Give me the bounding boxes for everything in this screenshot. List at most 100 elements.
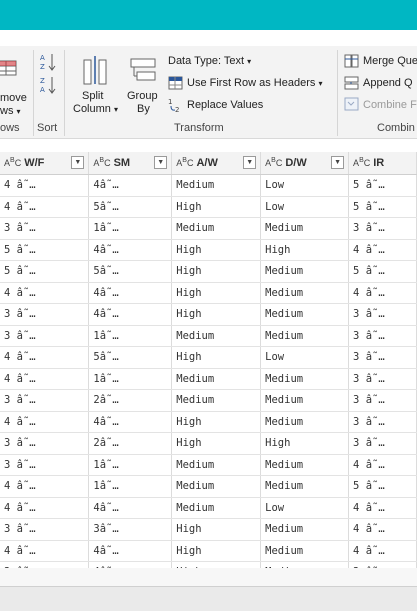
table-cell[interactable]: 5â˜… xyxy=(88,196,173,218)
first-row-headers-icon[interactable] xyxy=(168,76,183,90)
text-type-icon[interactable]: ABC xyxy=(176,157,194,168)
table-cell[interactable]: 3 â˜… xyxy=(0,389,90,412)
table-cell[interactable]: Medium xyxy=(260,518,350,541)
table-cell[interactable]: Medium xyxy=(171,368,262,390)
column-header-0[interactable]: ABC W/F ▼ xyxy=(0,152,90,175)
append-queries-icon[interactable] xyxy=(344,76,359,90)
text-type-icon[interactable]: ABC xyxy=(93,157,111,168)
table-cell[interactable]: 4 â˜… xyxy=(348,239,417,261)
table-cell[interactable]: High xyxy=(171,196,262,218)
table-cell[interactable]: Medium xyxy=(260,282,350,304)
table-cell[interactable]: Low xyxy=(260,497,350,519)
table-cell[interactable]: 3 â˜… xyxy=(348,561,417,568)
table-cell[interactable]: 4 â˜… xyxy=(348,497,417,519)
column-header-3[interactable]: ABC D/W ▼ xyxy=(260,152,350,175)
table-cell[interactable]: 4 â˜… xyxy=(0,540,90,562)
merge-queries-icon[interactable] xyxy=(344,54,359,68)
table-cell[interactable]: Medium xyxy=(260,389,350,412)
table-cell[interactable]: Medium xyxy=(260,368,350,390)
table-cell[interactable]: 3 â˜… xyxy=(348,346,417,369)
table-cell[interactable]: Medium xyxy=(171,325,262,347)
table-cell[interactable]: 4 â˜… xyxy=(0,368,90,390)
table-cell[interactable]: Medium xyxy=(260,475,350,498)
merge-queries-button[interactable]: Merge Que xyxy=(363,55,417,67)
table-cell[interactable]: High xyxy=(171,561,262,568)
table-cell[interactable]: High xyxy=(171,540,262,562)
table-cell[interactable]: 4â˜… xyxy=(88,239,173,261)
table-cell[interactable]: 4 â˜… xyxy=(348,518,417,541)
table-cell[interactable]: 3 â˜… xyxy=(348,389,417,412)
split-column-label-1[interactable]: Split xyxy=(82,90,104,102)
table-cell[interactable]: Low xyxy=(260,174,350,197)
table-cell[interactable]: 4 â˜… xyxy=(348,282,417,304)
table-cell[interactable]: Medium xyxy=(171,454,262,476)
combine-files-icon[interactable] xyxy=(344,97,359,111)
table-cell[interactable]: 1â˜… xyxy=(88,454,173,476)
table-cell[interactable]: 4 â˜… xyxy=(0,196,90,218)
table-cell[interactable]: Medium xyxy=(260,540,350,562)
table-cell[interactable]: 5 â˜… xyxy=(348,475,417,498)
table-cell[interactable]: 1â˜… xyxy=(88,325,173,347)
table-cell[interactable]: Medium xyxy=(171,389,262,412)
table-cell[interactable]: 4â˜… xyxy=(88,282,173,304)
table-cell[interactable]: 5 â˜… xyxy=(348,260,417,283)
table-cell[interactable]: 1â˜… xyxy=(88,217,173,240)
sort-descending-icon[interactable]: Z A xyxy=(39,75,57,95)
group-by-label-1[interactable]: Group xyxy=(127,90,158,102)
table-cell[interactable]: 5 â˜… xyxy=(348,196,417,218)
append-queries-button[interactable]: Append Q xyxy=(363,77,413,89)
data-type-dropdown[interactable]: Data Type: Text ▾ xyxy=(168,55,252,67)
table-cell[interactable]: Medium xyxy=(260,411,350,433)
table-cell[interactable]: Medium xyxy=(260,303,350,326)
table-cell[interactable]: 4â˜… xyxy=(88,497,173,519)
table-cell[interactable]: Medium xyxy=(260,454,350,476)
table-cell[interactable]: Low xyxy=(260,196,350,218)
table-cell[interactable]: 3 â˜… xyxy=(348,411,417,433)
table-cell[interactable]: 4 â˜… xyxy=(348,454,417,476)
table-cell[interactable]: 4 â˜… xyxy=(0,475,90,498)
column-header-1[interactable]: ABC SM ▼ xyxy=(88,152,173,175)
table-cell[interactable]: High xyxy=(260,432,350,455)
table-cell[interactable]: High xyxy=(171,411,262,433)
table-cell[interactable]: 4 â˜… xyxy=(0,411,90,433)
table-cell[interactable]: High xyxy=(171,518,262,541)
table-cell[interactable]: Medium xyxy=(171,475,262,498)
table-cell[interactable]: Low xyxy=(260,346,350,369)
table-cell[interactable]: 3 â˜… xyxy=(0,217,90,240)
first-row-headers-button[interactable]: Use First Row as Headers ▾ xyxy=(187,77,323,89)
remove-rows-label-2[interactable]: ws ▾ xyxy=(0,105,21,117)
replace-values-button[interactable]: Replace Values xyxy=(187,99,264,111)
table-cell[interactable]: 3 â˜… xyxy=(348,217,417,240)
filter-dropdown-icon[interactable]: ▼ xyxy=(243,156,257,169)
table-cell[interactable]: Medium xyxy=(171,217,262,240)
table-cell[interactable]: High xyxy=(260,239,350,261)
table-cell[interactable]: 4â˜… xyxy=(88,561,173,568)
remove-rows-label-1[interactable]: move xyxy=(0,92,27,104)
text-type-icon[interactable]: ABC xyxy=(4,157,22,168)
text-type-icon[interactable]: ABC xyxy=(265,157,283,168)
table-cell[interactable]: 4 â˜… xyxy=(0,282,90,304)
horizontal-scrollbar[interactable] xyxy=(0,568,417,586)
table-cell[interactable]: Medium xyxy=(260,217,350,240)
table-cell[interactable]: 5â˜… xyxy=(88,346,173,369)
table-cell[interactable]: 4 â˜… xyxy=(348,540,417,562)
table-cell[interactable]: Medium xyxy=(260,561,350,568)
replace-values-icon[interactable]: 1 2 xyxy=(168,97,184,113)
combine-files-button[interactable]: Combine F xyxy=(363,99,417,111)
table-cell[interactable]: 3 â˜… xyxy=(348,303,417,326)
table-cell[interactable]: 5 â˜… xyxy=(0,260,90,283)
table-cell[interactable]: 3 â˜… xyxy=(0,454,90,476)
table-cell[interactable]: 5 â˜… xyxy=(348,174,417,197)
table-cell[interactable]: 4 â˜… xyxy=(0,497,90,519)
filter-dropdown-icon[interactable]: ▼ xyxy=(71,156,85,169)
table-cell[interactable]: High xyxy=(171,432,262,455)
table-cell[interactable]: High xyxy=(171,239,262,261)
table-cell[interactable]: 2â˜… xyxy=(88,432,173,455)
table-cell[interactable]: 3 â˜… xyxy=(0,303,90,326)
group-by-icon[interactable] xyxy=(128,56,158,84)
table-cell[interactable]: 3 â˜… xyxy=(348,325,417,347)
table-cell[interactable]: Medium xyxy=(260,325,350,347)
table-cell[interactable]: 1â˜… xyxy=(88,475,173,498)
table-cell[interactable]: 3 â˜… xyxy=(0,561,90,568)
table-cell[interactable]: 4 â˜… xyxy=(0,174,90,197)
